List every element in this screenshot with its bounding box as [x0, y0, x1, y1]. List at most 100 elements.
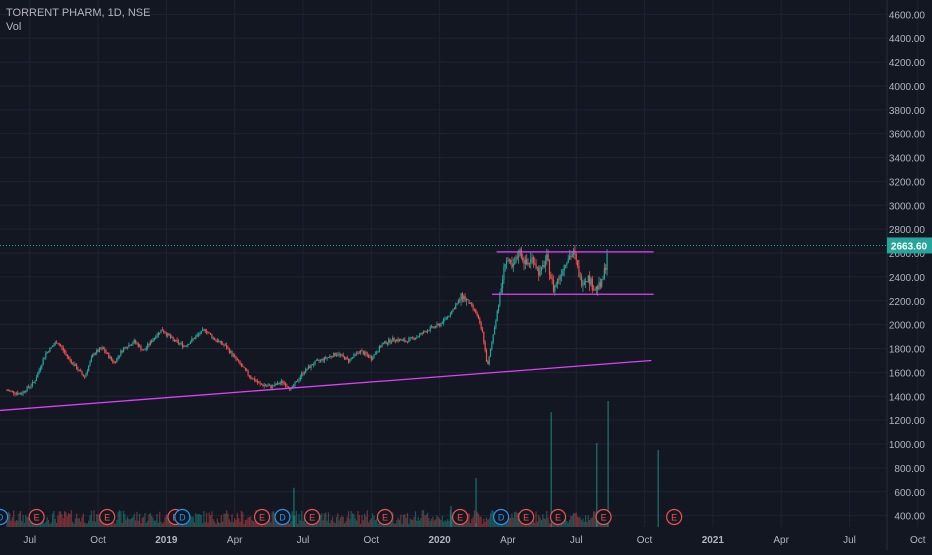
candle-body	[88, 365, 90, 371]
dividend-marker[interactable]: D	[274, 508, 291, 526]
earnings-marker[interactable]: E	[253, 508, 271, 526]
volume-bar	[469, 523, 472, 527]
candle-body	[168, 333, 170, 336]
earnings-marker[interactable]: E	[304, 508, 321, 526]
candle-body	[33, 382, 35, 383]
candle-body	[414, 338, 417, 340]
candle-body	[161, 329, 163, 331]
volume-bar	[256, 522, 259, 527]
volume-bar	[351, 513, 354, 527]
candle-body	[535, 264, 537, 269]
volume-bar	[360, 523, 362, 527]
price-tick-label: 400.00	[894, 512, 925, 523]
volume-bar	[167, 514, 169, 527]
candle-body	[355, 352, 358, 354]
volume-bar	[429, 521, 431, 527]
candle-body	[385, 341, 387, 344]
candle-body	[459, 300, 461, 302]
candle-body	[181, 343, 184, 347]
earnings-marker[interactable]: E	[452, 508, 469, 526]
volume-bar	[473, 510, 476, 527]
candle-body	[376, 352, 378, 354]
candle-body	[302, 373, 304, 375]
candle-body	[21, 393, 23, 395]
candle-body	[595, 286, 597, 290]
candle-body	[152, 339, 154, 343]
price-axis[interactable]: 4600.00 4400.00 4200.00 4000.00 3800.00 3600.…	[887, 10, 932, 523]
volume-bar	[329, 523, 331, 527]
candle-body	[323, 357, 326, 361]
dividend-marker[interactable]: D	[0, 508, 9, 526]
volume-bar	[589, 519, 591, 527]
candle-body	[118, 355, 121, 357]
candle-body	[386, 342, 388, 344]
volume-bar	[428, 518, 430, 527]
candle-body	[428, 330, 430, 332]
dividend-marker[interactable]: D	[493, 508, 510, 526]
earnings-marker[interactable]: E	[376, 508, 394, 526]
candle-body	[491, 341, 493, 349]
candle-body	[492, 334, 494, 342]
candle-body	[55, 342, 58, 344]
candle-body	[212, 337, 214, 339]
time-axis[interactable]: Jul Oct 2019 Apr Jul Oct 2020 Apr Jul Oct 2021 Apr J…	[23, 535, 925, 546]
candle-body	[305, 368, 307, 373]
earnings-marker[interactable]: E	[28, 508, 45, 526]
dividend-marker[interactable]: D	[174, 508, 191, 526]
volume-bar	[483, 518, 485, 527]
volume-bar	[542, 514, 544, 527]
candle-body	[41, 364, 43, 368]
candle-body	[551, 278, 553, 280]
volume-bar	[76, 513, 78, 527]
volume-bar	[90, 510, 92, 527]
candle-body	[489, 348, 492, 357]
volume-bar	[484, 521, 486, 527]
volume-bar	[317, 520, 319, 527]
earnings-marker[interactable]: E	[518, 508, 535, 526]
candle-body	[543, 264, 545, 267]
candle-body	[121, 350, 123, 352]
volume-bar	[196, 514, 198, 527]
candle-body	[406, 341, 409, 343]
candle-body	[129, 344, 131, 346]
candle-body	[244, 367, 247, 371]
volume-bar	[199, 514, 201, 527]
event-circle	[376, 508, 394, 526]
earnings-marker[interactable]: E	[595, 508, 612, 526]
candle-body	[144, 349, 146, 351]
candle-body	[306, 368, 308, 370]
candle-body	[570, 256, 572, 257]
candle-body	[187, 344, 189, 346]
candle-body	[51, 346, 54, 348]
candle-body	[100, 348, 102, 350]
volume-bar	[562, 523, 564, 527]
volume-bar	[61, 514, 63, 527]
volume-bar	[112, 520, 114, 527]
earnings-marker[interactable]: E	[549, 508, 567, 526]
volume-bar	[98, 519, 101, 527]
candle-body	[400, 339, 402, 341]
trendline-rising-support[interactable]	[0, 359, 652, 412]
volume-bar	[390, 522, 393, 527]
candle-body	[445, 318, 447, 319]
event-circle	[304, 508, 321, 526]
candle-body	[582, 284, 584, 286]
candle-body	[155, 337, 157, 339]
candle-body	[278, 382, 280, 385]
candle-body	[593, 289, 595, 291]
candle-body	[159, 332, 161, 334]
candle-body	[531, 257, 533, 260]
candle-body	[263, 385, 265, 387]
time-tick-label: Apr	[500, 535, 516, 546]
candle-body	[467, 299, 469, 301]
earnings-marker[interactable]: E	[666, 508, 683, 526]
candle-body	[38, 369, 40, 373]
candle-body	[523, 260, 525, 265]
volume-bar	[224, 513, 226, 527]
symbol-title[interactable]: TORRENT PHARM, 1D, NSE	[6, 7, 151, 19]
price-tick-label: 3600.00	[889, 130, 926, 141]
earnings-marker[interactable]: E	[99, 508, 116, 526]
volume-bar	[297, 523, 299, 527]
